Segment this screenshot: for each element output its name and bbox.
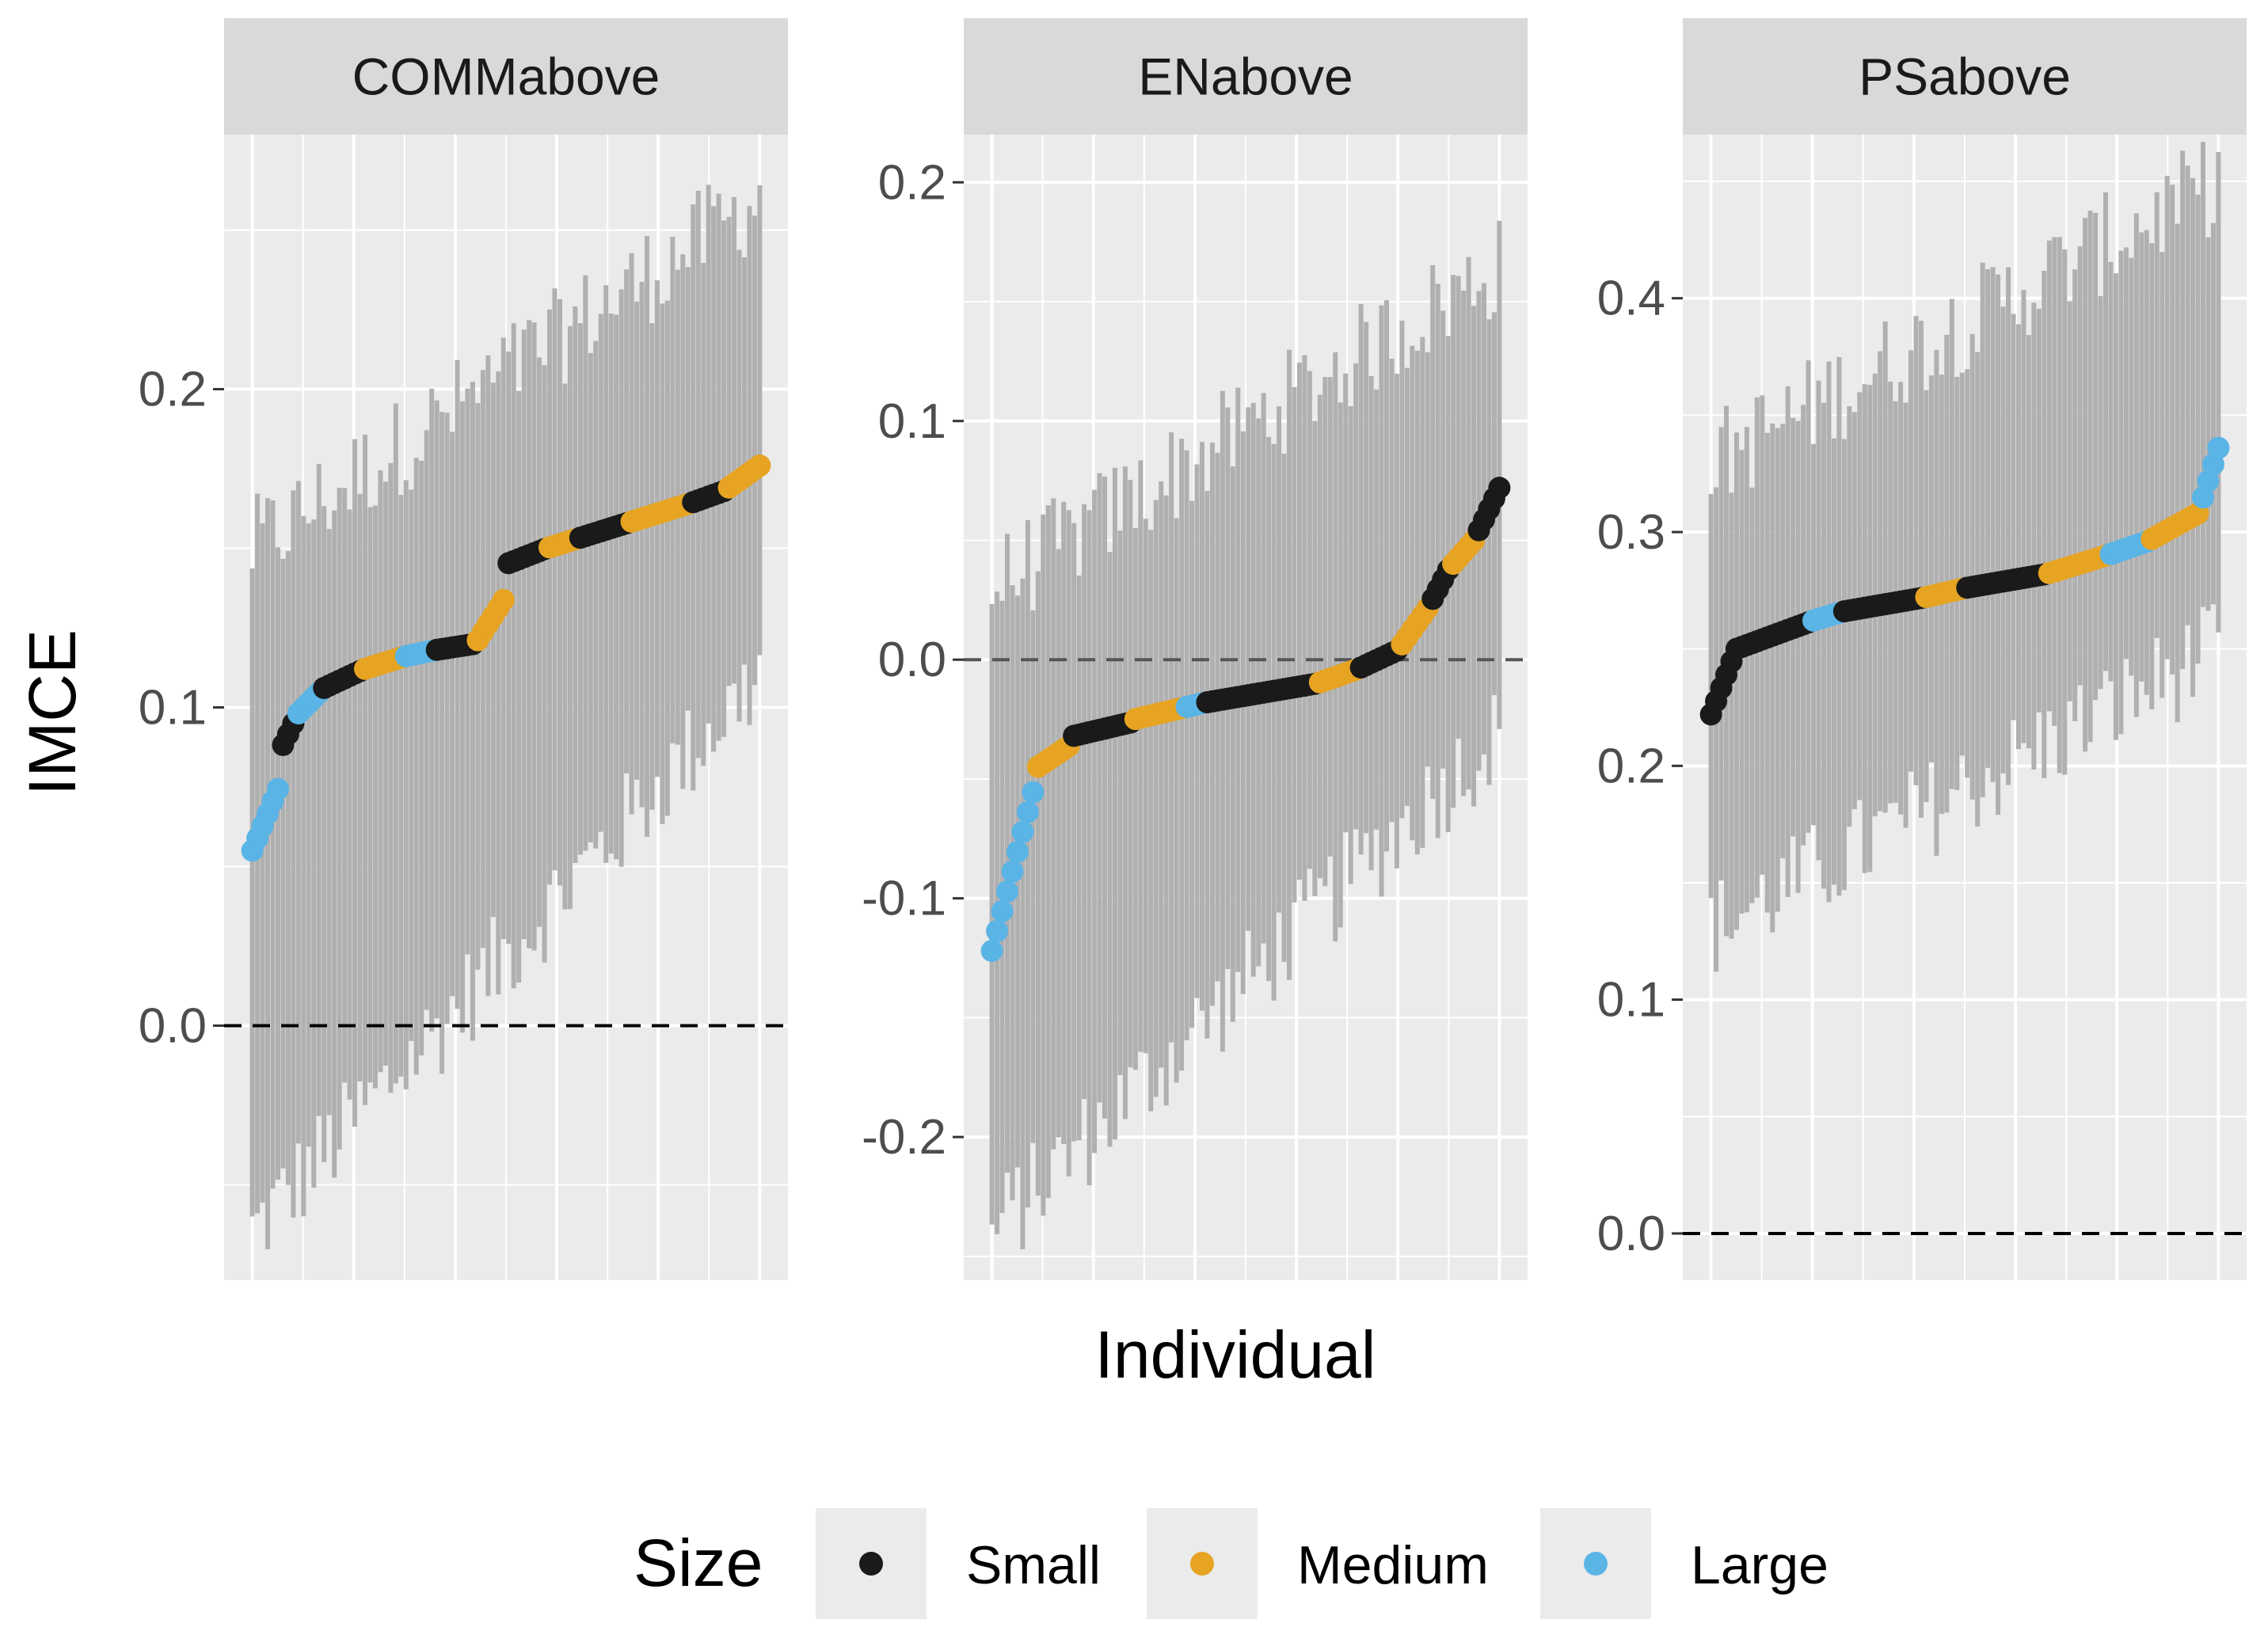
point-large <box>991 899 1014 922</box>
point-medium <box>748 454 771 477</box>
point-large <box>1001 860 1024 883</box>
legend-dot-small <box>859 1552 883 1576</box>
legend: Size Small Medium Large <box>634 1508 1828 1619</box>
facet-strip <box>1683 18 2247 135</box>
estimate-points <box>1699 436 2230 726</box>
point-large <box>1022 781 1045 804</box>
point-large <box>266 777 289 800</box>
facet-strip <box>224 18 788 135</box>
facet-COMMabove: COMMabove 0.0 0.1 0.2 <box>139 18 788 1280</box>
x-axis-title: Individual <box>1095 1317 1376 1392</box>
point-large <box>996 880 1019 903</box>
y-tick-label: 0.1 <box>878 394 946 449</box>
legend-dot-medium <box>1190 1552 1214 1576</box>
y-tick-label: 0.1 <box>139 681 207 736</box>
y-tick-label: 0.0 <box>1597 1207 1665 1261</box>
interval-bars <box>1708 142 2221 972</box>
facet-strip-label: COMMabove <box>352 48 660 106</box>
point-large <box>1011 820 1034 843</box>
y-tick-label: -0.1 <box>862 872 946 926</box>
point-large <box>2207 436 2230 459</box>
y-tick-label: 0.2 <box>139 363 207 417</box>
y-axis-title: IMCE <box>15 629 89 796</box>
point-small <box>1488 477 1511 500</box>
facet-PSabove: PSabove 0.0 0.1 0.2 0.3 0.4 <box>1597 18 2247 1280</box>
estimate-points <box>980 477 1511 962</box>
y-tick-label: -0.2 <box>862 1110 946 1165</box>
y-tick-label: 0.0 <box>878 633 946 687</box>
y-tick-label: 0.0 <box>139 998 207 1053</box>
interval-bars <box>989 220 1502 1249</box>
point-large <box>986 919 1009 942</box>
point-large <box>980 939 1003 962</box>
estimate-points <box>241 454 771 862</box>
y-tick-label: 0.1 <box>1597 973 1665 1028</box>
y-tick-label: 0.3 <box>1597 505 1665 560</box>
legend-label-large: Large <box>1691 1535 1828 1595</box>
y-tick-label: 0.2 <box>1597 739 1665 793</box>
facet-ENabove: ENabove -0.2 -0.1 0.0 0.1 0.2 <box>862 18 1528 1280</box>
facets-group: COMMabove 0.0 0.1 0.2 ENabove -0.2 -0.1 0.0 0.1 0… <box>139 18 2247 1280</box>
point-large <box>1016 800 1039 823</box>
legend-label-small: Small <box>966 1535 1101 1595</box>
facet-strip-label: ENabove <box>1138 48 1353 106</box>
legend-label-medium: Medium <box>1297 1535 1489 1595</box>
y-tick-label: 0.2 <box>878 155 946 210</box>
facet-strip-label: PSabove <box>1859 48 2071 106</box>
point-medium <box>492 588 515 611</box>
y-tick-label: 0.4 <box>1597 272 1665 326</box>
legend-title: Size <box>634 1526 763 1600</box>
legend-dot-large <box>1584 1552 1608 1576</box>
facet-strip <box>964 18 1528 135</box>
point-large <box>1006 840 1029 863</box>
